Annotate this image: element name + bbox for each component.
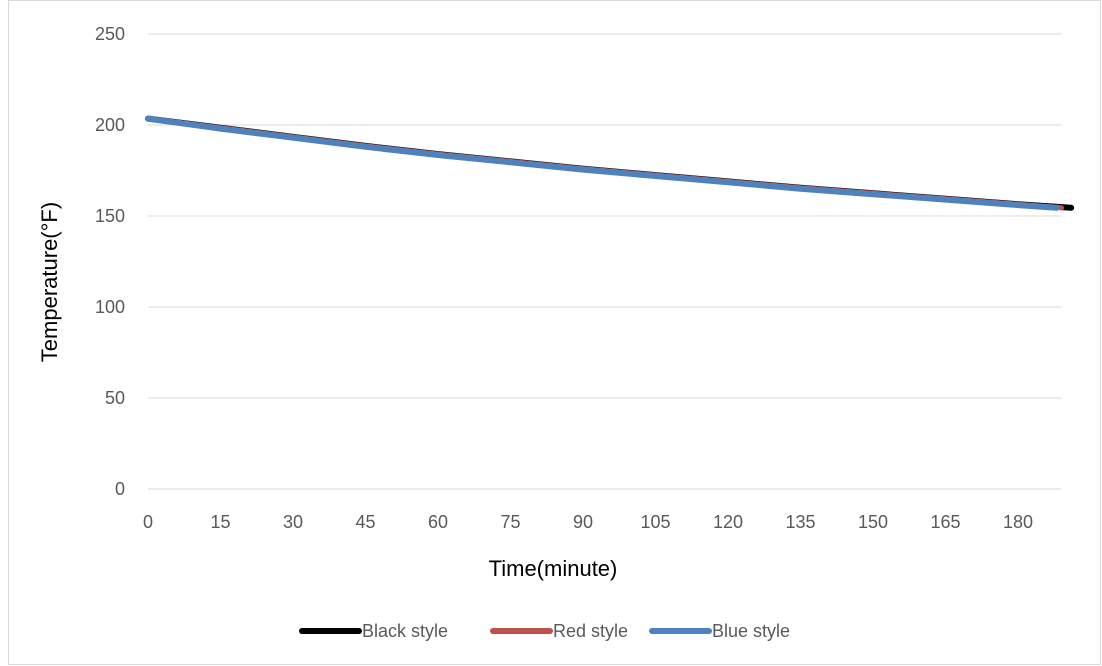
y-axis-tick-labels: 0 50 100 150 200 250 [95, 24, 125, 499]
x-tick-label: 150 [858, 512, 888, 532]
y-tick-label: 50 [105, 388, 125, 408]
y-axis-title: Temperature(°F) [37, 202, 62, 362]
x-tick-label: 165 [930, 512, 960, 532]
x-tick-label: 60 [428, 512, 448, 532]
x-tick-label: 0 [143, 512, 153, 532]
legend-label: Red style [553, 621, 628, 641]
y-tick-label: 200 [95, 115, 125, 135]
x-axis-tick-labels: 0 15 30 45 60 75 90 105 120 135 150 165 180 [143, 512, 1033, 532]
y-tick-label: 250 [95, 24, 125, 44]
x-tick-label: 105 [640, 512, 670, 532]
series-line-black-style [145, 115, 1075, 211]
y-tick-label: 150 [95, 206, 125, 226]
legend-label: Black style [362, 621, 448, 641]
series-lines [145, 115, 1075, 211]
gridlines [148, 33, 1061, 399]
x-tick-label: 45 [355, 512, 375, 532]
legend: Black style Red style Blue style [299, 621, 790, 641]
series-line-blue-style [145, 115, 1060, 211]
x-tick-label: 180 [1003, 512, 1033, 532]
x-tick-label: 120 [713, 512, 743, 532]
x-tick-label: 75 [500, 512, 520, 532]
chart-area [8, 0, 1101, 665]
y-tick-label: 0 [115, 479, 125, 499]
x-tick-label: 135 [785, 512, 815, 532]
x-tick-label: 30 [283, 512, 303, 532]
x-axis-title: Time(minute) [489, 556, 618, 581]
x-tick-label: 15 [210, 512, 230, 532]
y-tick-label: 100 [95, 297, 125, 317]
x-tick-label: 90 [573, 512, 593, 532]
legend-label: Blue style [712, 621, 790, 641]
